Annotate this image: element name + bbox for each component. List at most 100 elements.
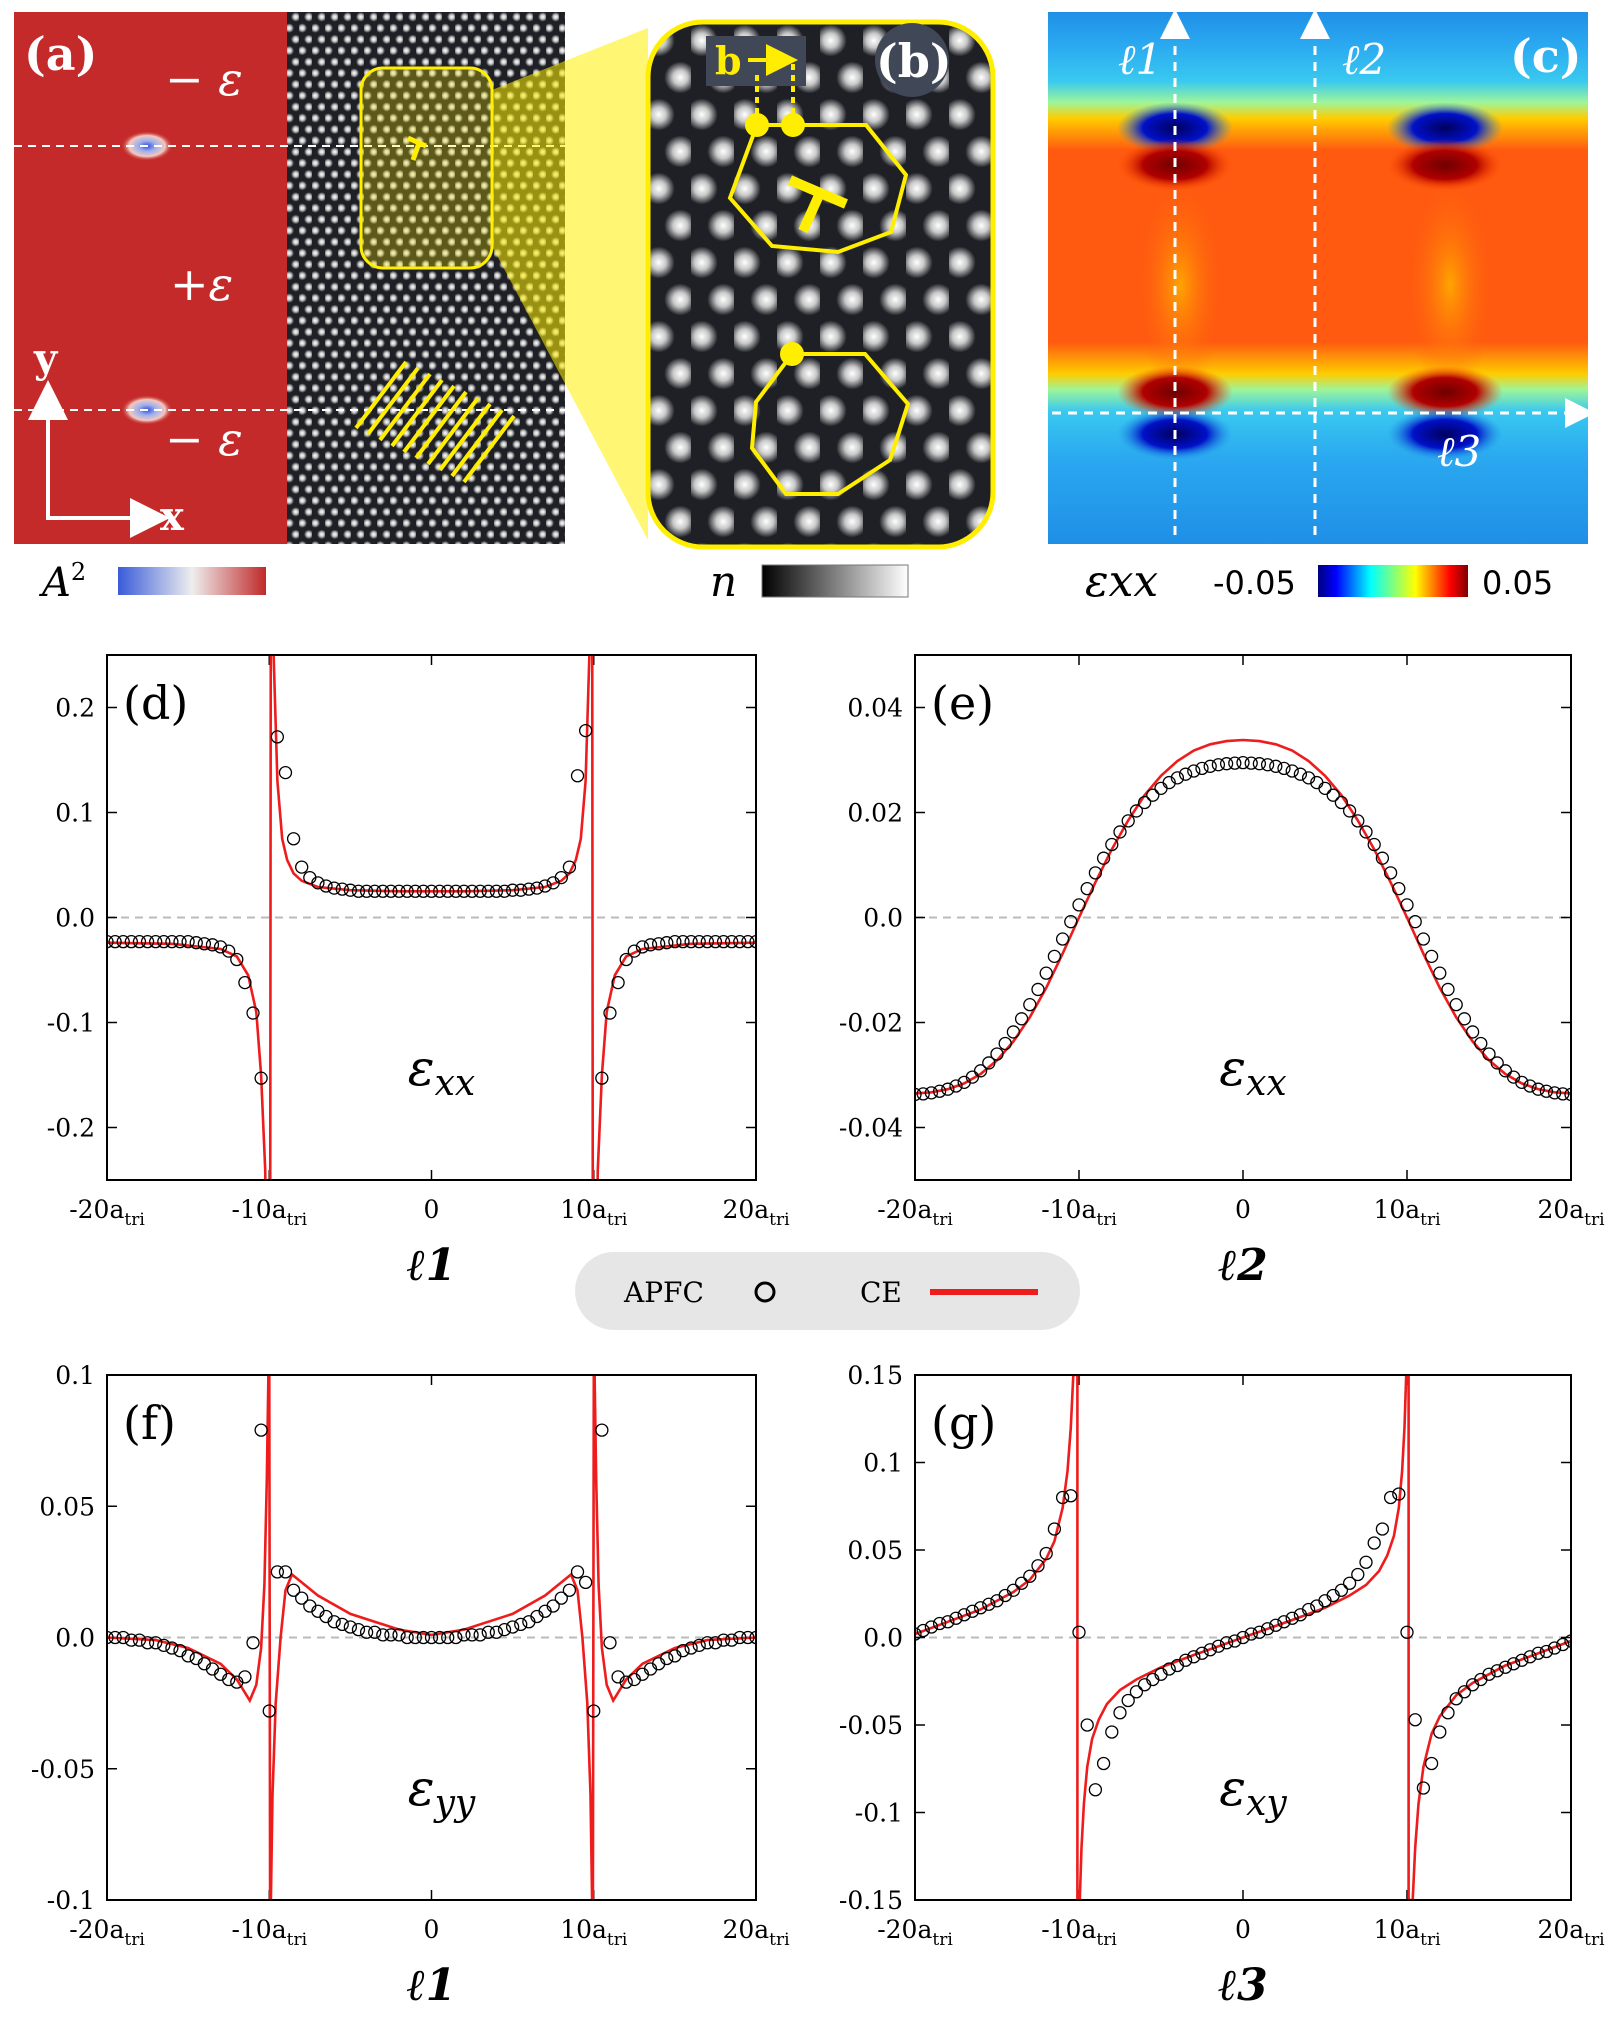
apfc-point — [725, 1633, 739, 1647]
x-tick-label: 20atri — [1537, 1195, 1605, 1230]
apfc-point — [1424, 1756, 1439, 1771]
legend-ce-label: CE — [860, 1276, 902, 1309]
apfc-point — [1383, 1490, 1398, 1505]
apfc-point — [1351, 814, 1365, 828]
x-axis-label: ℓ2 — [1218, 1240, 1267, 1291]
apfc-point — [286, 1583, 301, 1597]
apfc-point — [351, 884, 366, 898]
apfc-point — [181, 1649, 195, 1663]
orange-lobe-2 — [1406, 175, 1494, 395]
apfc-point — [270, 730, 285, 744]
apfc-point — [668, 935, 682, 949]
dark-red-3 — [1117, 366, 1233, 418]
apfc-point — [1556, 1087, 1570, 1101]
apfc-point — [990, 1047, 1004, 1061]
panel-a: (a) − ε +ε − ε y x — [14, 12, 648, 544]
apfc-point — [376, 1628, 390, 1642]
apfc-point — [676, 935, 690, 949]
burgers-vector-label: b — [715, 38, 742, 83]
apfc-point — [949, 1611, 963, 1625]
quantity-label: εyy — [408, 1759, 476, 1824]
apfc-point — [570, 769, 585, 783]
apfc-point — [1031, 1559, 1045, 1573]
x-tick-label: -10atri — [231, 1195, 307, 1230]
y-tick-label: -0.1 — [47, 1886, 95, 1915]
apfc-point — [1342, 1576, 1357, 1590]
apfc-point — [1564, 1087, 1571, 1102]
apfc-point — [473, 884, 487, 898]
apfc-point — [1318, 781, 1332, 795]
apfc-point — [489, 1625, 504, 1639]
apfc-point — [1498, 1660, 1513, 1674]
apfc-point — [1252, 1625, 1267, 1639]
apfc-point — [1359, 1555, 1373, 1569]
apfc-point — [1490, 1056, 1504, 1070]
x-tick-label: 0 — [1235, 1195, 1251, 1224]
apfc-point — [635, 940, 650, 954]
panel-label: (g) — [931, 1396, 996, 1450]
apfc-point — [957, 1608, 971, 1622]
y-tick-label: 0.02 — [847, 799, 903, 828]
apfc-point — [1269, 759, 1283, 773]
apfc-point — [189, 936, 203, 950]
apfc-point — [1170, 771, 1185, 785]
dark-red-2 — [1387, 139, 1503, 191]
strain-plus-middle: +ε — [170, 257, 233, 311]
apfc-point — [587, 1704, 601, 1718]
apfc-point — [932, 1616, 947, 1631]
apfc-point — [562, 860, 577, 874]
y-tick-label: 0.05 — [39, 1492, 95, 1521]
apfc-point — [932, 1084, 947, 1098]
apfc-point — [538, 879, 552, 893]
panel-b-label: (b) — [876, 34, 952, 88]
apfc-point — [497, 1622, 512, 1637]
apfc-point — [108, 935, 122, 949]
apfc-point — [1351, 1567, 1365, 1582]
apfc-point — [1457, 1685, 1472, 1699]
apfc-point — [132, 935, 147, 949]
apfc-point — [603, 1006, 617, 1020]
apfc-point — [741, 935, 755, 949]
apfc-point — [416, 1630, 431, 1645]
apfc-point — [124, 1633, 138, 1647]
apfc-point — [1228, 756, 1242, 770]
apfc-point — [1375, 1522, 1390, 1536]
apfc-point — [254, 1071, 268, 1085]
apfc-point — [1039, 1546, 1053, 1561]
apfc-point — [1154, 781, 1168, 795]
apfc-point — [570, 1565, 585, 1579]
dislocation-symbol-small — [406, 135, 428, 161]
apfc-point — [368, 1625, 382, 1639]
apfc-point — [578, 1575, 593, 1590]
apfc-point — [1400, 1625, 1414, 1639]
y-tick-label: -0.05 — [839, 1711, 903, 1740]
apfc-point — [246, 1006, 260, 1020]
y-tick-label: 0.1 — [55, 799, 95, 828]
colorbar-n: n — [710, 557, 909, 606]
colorbar-n-gradient — [761, 564, 909, 598]
apfc-point — [465, 1628, 479, 1642]
chart-f: -0.1 -0.05 0.0 0.05 0.1 -20atri -10atri 0 10atri… — [31, 1361, 790, 2011]
apfc-point — [1203, 759, 1217, 773]
colorbar-a2-label: A2 — [38, 558, 86, 606]
apfc-point — [522, 882, 536, 896]
apfc-point — [1392, 1487, 1406, 1501]
apfc-point — [1408, 915, 1422, 929]
apfc-point — [497, 884, 512, 898]
apfc-point — [1113, 825, 1127, 839]
x-tick-label: 0 — [424, 1195, 440, 1224]
apfc-point — [716, 935, 731, 949]
apfc-point — [1236, 755, 1250, 770]
apfc-point — [1490, 1664, 1504, 1678]
plot-frame — [106, 1374, 757, 1901]
apfc-point — [278, 765, 293, 780]
x-tick-label: -20atri — [877, 1915, 953, 1950]
ce-line — [915, 738, 1571, 1095]
x-axis-label: ℓ1 — [407, 1240, 456, 1291]
apfc-point — [700, 1636, 714, 1650]
apfc-point — [295, 860, 309, 874]
apfc-point — [124, 935, 138, 949]
apfc-point — [1342, 804, 1357, 818]
apfc-point — [1047, 1522, 1062, 1536]
